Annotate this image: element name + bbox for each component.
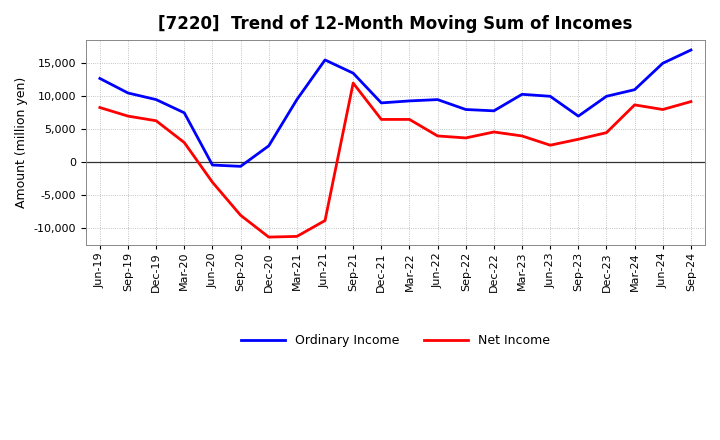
Ordinary Income	[574, 114, 582, 119]
Line: Ordinary Income: Ordinary Income	[100, 50, 691, 166]
Legend: Ordinary Income, Net Income: Ordinary Income, Net Income	[236, 329, 555, 352]
Ordinary Income	[320, 57, 329, 62]
Net Income	[180, 140, 189, 145]
Ordinary Income	[462, 107, 470, 112]
Ordinary Income	[152, 97, 161, 102]
Ordinary Income	[264, 143, 273, 149]
Net Income	[462, 135, 470, 140]
Ordinary Income	[180, 110, 189, 115]
Net Income	[602, 130, 611, 135]
Ordinary Income	[405, 98, 414, 103]
Net Income	[630, 102, 639, 107]
Ordinary Income	[546, 94, 554, 99]
Ordinary Income	[518, 92, 526, 97]
Net Income	[264, 235, 273, 240]
Net Income	[659, 107, 667, 112]
Ordinary Income	[349, 70, 358, 76]
Net Income	[96, 105, 104, 110]
Ordinary Income	[377, 100, 386, 106]
Net Income	[349, 81, 358, 86]
Ordinary Income	[659, 61, 667, 66]
Ordinary Income	[124, 90, 132, 95]
Ordinary Income	[687, 48, 696, 53]
Ordinary Income	[433, 97, 442, 102]
Title: [7220]  Trend of 12-Month Moving Sum of Incomes: [7220] Trend of 12-Month Moving Sum of I…	[158, 15, 633, 33]
Net Income	[377, 117, 386, 122]
Net Income	[236, 213, 245, 218]
Net Income	[124, 114, 132, 119]
Line: Net Income: Net Income	[100, 83, 691, 237]
Ordinary Income	[292, 97, 301, 102]
Ordinary Income	[602, 94, 611, 99]
Ordinary Income	[208, 162, 217, 168]
Net Income	[518, 133, 526, 139]
Net Income	[208, 180, 217, 185]
Net Income	[152, 118, 161, 123]
Net Income	[405, 117, 414, 122]
Y-axis label: Amount (million yen): Amount (million yen)	[15, 77, 28, 208]
Net Income	[574, 136, 582, 142]
Net Income	[320, 218, 329, 223]
Ordinary Income	[96, 76, 104, 81]
Ordinary Income	[630, 87, 639, 92]
Net Income	[292, 234, 301, 239]
Ordinary Income	[236, 164, 245, 169]
Net Income	[687, 99, 696, 104]
Net Income	[546, 143, 554, 148]
Net Income	[433, 133, 442, 139]
Net Income	[490, 129, 498, 135]
Ordinary Income	[490, 108, 498, 114]
